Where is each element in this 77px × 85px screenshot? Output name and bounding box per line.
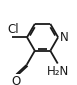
Text: O: O [11, 75, 20, 85]
Text: H₂N: H₂N [47, 65, 70, 78]
Text: N: N [60, 31, 69, 44]
Text: Cl: Cl [7, 23, 19, 36]
